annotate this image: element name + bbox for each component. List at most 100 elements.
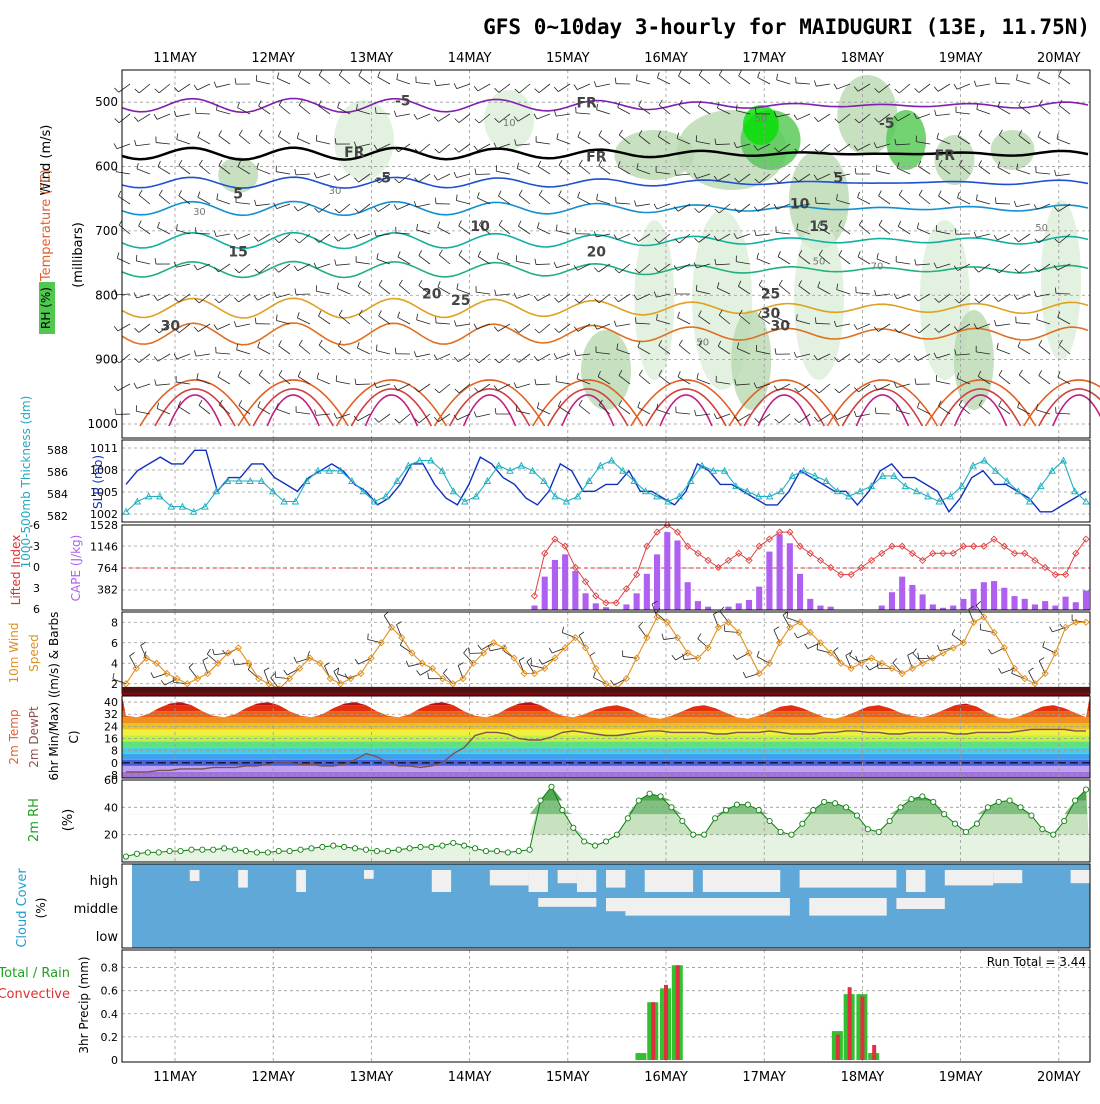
cape-bar: [899, 577, 905, 610]
rh-marker: [647, 791, 652, 796]
cape-bar: [920, 594, 926, 610]
day-label-bottom: 13MAY: [350, 1070, 394, 1085]
rh-marker: [429, 844, 434, 849]
rh-marker: [265, 850, 270, 855]
cape-bar: [593, 603, 599, 610]
wind-barb-flag: [117, 252, 119, 258]
isotherm-label: 20: [422, 286, 442, 302]
day-label-bottom: 12MAY: [251, 1070, 295, 1085]
rh-marker: [1040, 827, 1045, 832]
cloud-high-cell: [190, 870, 200, 881]
wind-barb-flag: [115, 119, 119, 123]
cloud-high-cell: [945, 870, 993, 885]
rh-tick-label: 20: [104, 829, 118, 842]
cloud-high-cell: [490, 870, 529, 885]
rh-marker: [625, 816, 630, 821]
cape-bar: [685, 582, 691, 610]
day-label-bottom: 15MAY: [546, 1070, 590, 1085]
precip-convective-bar: [651, 1002, 655, 1060]
cape-bar: [1042, 601, 1048, 610]
rh-marker: [211, 847, 216, 852]
rh-marker: [352, 846, 357, 851]
wind-tick-label: 8: [111, 616, 118, 629]
temp-tick-label: 16: [104, 733, 118, 746]
rh-marker: [222, 846, 227, 851]
cloud-high-cell: [529, 870, 548, 892]
rh-marker: [1072, 798, 1077, 803]
rh-marker: [505, 850, 510, 855]
cape-bar: [797, 574, 803, 610]
wind-barb-flag: [696, 285, 697, 291]
cape-bar: [583, 593, 589, 610]
panel-cld: [122, 864, 1090, 948]
cape-bar: [777, 534, 783, 610]
wind-barb-flag: [114, 386, 118, 391]
rh-marker: [527, 847, 532, 852]
wind-barb-flag: [876, 165, 877, 171]
rh-marker: [734, 802, 739, 807]
rh-marker: [178, 848, 183, 853]
wind-barb-flag: [816, 197, 817, 203]
rh-marker: [123, 854, 128, 859]
rh-marker: [331, 843, 336, 848]
li-tick-label: -3: [29, 540, 40, 553]
day-label-bottom: 18MAY: [841, 1070, 885, 1085]
rh-marker: [483, 848, 488, 853]
isotherm-label: FR: [935, 148, 956, 164]
ylabel-degc: C): [67, 730, 81, 743]
cape-bar: [828, 607, 834, 610]
rh-marker: [407, 846, 412, 851]
rh-label: 70: [871, 262, 884, 273]
precip-convective-bar: [836, 1035, 840, 1060]
isotherm-label: FR: [586, 149, 607, 165]
precip-tick-label: 0.2: [101, 1031, 119, 1044]
temp-color-band: [122, 754, 1090, 760]
rh-marker: [560, 807, 565, 812]
rh-marker: [887, 818, 892, 823]
rh-marker: [909, 797, 914, 802]
wind-tick-label: 6: [111, 637, 118, 650]
precip-tick-label: 0.8: [101, 962, 119, 975]
rh-marker: [603, 839, 608, 844]
rh-marker: [309, 846, 314, 851]
temp-tick-label: 8: [111, 745, 118, 758]
wind-barb-flag: [114, 88, 118, 92]
temp-color-band: [122, 717, 1090, 723]
rh-label: 30: [193, 207, 206, 218]
rh-marker: [658, 794, 663, 799]
day-label-top: 17MAY: [742, 51, 786, 66]
cape-bar: [1032, 604, 1038, 610]
panel-slp: [122, 440, 1090, 522]
rh-marker: [1007, 798, 1012, 803]
cape-bar: [572, 571, 578, 610]
rh-label: 10: [503, 118, 516, 129]
cloud-high-cell: [558, 870, 577, 883]
rh-marker: [811, 807, 816, 812]
rh-marker: [582, 839, 587, 844]
rh-marker: [1029, 813, 1034, 818]
ylabel-2m-temp: 2m Temp: [7, 709, 21, 764]
rh-marker: [680, 818, 685, 823]
li-tick-label: 3: [33, 582, 40, 595]
pressure-tick-label: 500: [95, 95, 118, 109]
rh-marker: [778, 829, 783, 834]
pressure-tick-label: 700: [95, 224, 118, 238]
cloud-high-cell: [800, 870, 897, 888]
wind-tick-label: 4: [111, 657, 118, 670]
day-label-top: 19MAY: [939, 51, 983, 66]
cape-bar: [787, 543, 793, 610]
isotherm-label: FR: [576, 95, 597, 111]
rh-shading: [743, 105, 779, 145]
rh-marker: [636, 798, 641, 803]
cape-bar: [542, 577, 548, 610]
day-label-top: 12MAY: [251, 51, 295, 66]
ylabel-millibars: (millibars): [71, 222, 86, 288]
cloud-level-label: low: [96, 930, 119, 945]
cape-tick-label: 1528: [90, 519, 118, 532]
rh-marker: [385, 848, 390, 853]
rh-marker: [1062, 818, 1067, 823]
cape-bar: [1083, 591, 1089, 610]
thickness-tick-label: 582: [47, 510, 68, 523]
rh-marker: [876, 829, 881, 834]
